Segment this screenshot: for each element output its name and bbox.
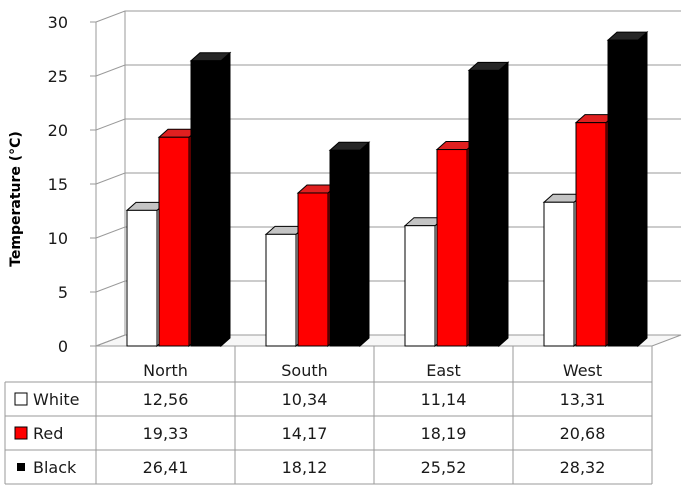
data-label: 11,14	[421, 390, 467, 409]
bar-black-north	[189, 51, 232, 348]
legend-swatch-white	[14, 392, 28, 406]
data-label: 13,31	[560, 390, 606, 409]
bar-front	[404, 225, 436, 347]
data-label: 12,56	[143, 390, 189, 409]
y-tick-label: 25	[48, 67, 68, 86]
bar-side	[220, 51, 231, 348]
y-axis-label: Temperature (°C)	[8, 131, 24, 267]
bar-front	[158, 136, 190, 347]
data-label: 26,41	[143, 458, 189, 477]
data-label: 28,32	[560, 458, 606, 477]
category-label: West	[563, 361, 602, 380]
bar-front	[329, 149, 361, 347]
y-tick-label: 30	[48, 13, 68, 32]
bars	[125, 31, 649, 348]
y-tick-label: 15	[48, 175, 68, 194]
data-table: North South East West White 12,56 10,34 11,14 13…	[4, 346, 653, 485]
legend-label-black: Black	[33, 458, 77, 477]
bar-front	[190, 60, 222, 347]
bar-front	[297, 192, 329, 347]
gridline	[95, 64, 681, 77]
data-label: 19,33	[143, 424, 189, 443]
bar-front	[607, 39, 639, 347]
data-label: 20,68	[560, 424, 606, 443]
bar-side	[498, 61, 509, 348]
legend-swatch-black	[17, 463, 25, 471]
legend-label-white: White	[33, 390, 80, 409]
bar-side	[637, 31, 648, 348]
y-tick-label: 5	[58, 283, 68, 302]
category-label: North	[143, 361, 188, 380]
y-axis-ticks: 0 5 10 15 20 25 30	[48, 13, 96, 356]
bar-front	[126, 209, 158, 347]
y-tick-label: 0	[58, 337, 68, 356]
legend-label-red: Red	[33, 424, 63, 443]
data-label: 14,17	[282, 424, 328, 443]
legend-swatch-red	[14, 426, 28, 440]
data-label: 18,12	[282, 458, 328, 477]
y-tick-label: 10	[48, 229, 68, 248]
category-label: South	[281, 361, 328, 380]
bar-front	[543, 201, 575, 347]
data-label: 10,34	[282, 390, 328, 409]
data-label: 25,52	[421, 458, 467, 477]
bar-black-south	[328, 141, 371, 348]
bar-black-east	[467, 61, 510, 348]
bar-front	[468, 69, 500, 347]
data-label: 18,19	[421, 424, 467, 443]
bar-front	[436, 149, 468, 347]
y-tick-label: 20	[48, 121, 68, 140]
bar-black-west	[606, 31, 649, 348]
bar-front	[265, 233, 297, 347]
bar-front	[575, 122, 607, 347]
gridline	[95, 10, 681, 23]
bar-side	[359, 141, 370, 348]
category-label: East	[426, 361, 461, 380]
